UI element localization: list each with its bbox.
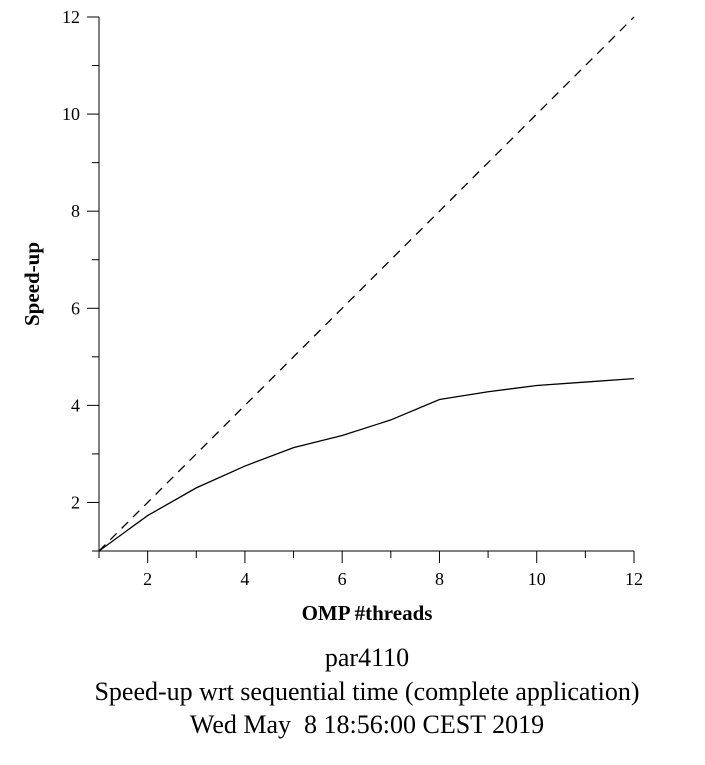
measured-speedup-line: [98, 378, 635, 552]
x-axis-ticks: 2 4 6 8 10 12: [98, 551, 643, 589]
x-tick-label: 12: [625, 569, 643, 589]
plot-area: [98, 16, 635, 552]
x-axis-title: OMP #threads: [302, 601, 433, 625]
x-tick-label: 8: [435, 569, 444, 589]
y-tick-label: 6: [71, 298, 80, 318]
y-tick-label: 4: [71, 395, 80, 415]
y-tick-label: 10: [62, 104, 80, 124]
caption-host: par4110: [325, 643, 409, 672]
y-tick-label: 2: [71, 492, 80, 512]
x-tick-label: 2: [143, 569, 152, 589]
caption-description: Speed-up wrt sequential time (complete a…: [94, 677, 639, 706]
ideal-speedup-line: [98, 16, 635, 552]
x-tick-label: 6: [338, 569, 347, 589]
y-tick-label: 8: [71, 201, 80, 221]
caption-timestamp: Wed May 8 18:56:00 CEST 2019: [190, 710, 544, 739]
y-axis-ticks: 2 4 6 8 10 12: [62, 7, 99, 552]
y-axis-title: Speed-up: [20, 242, 44, 326]
x-tick-label: 4: [240, 569, 249, 589]
y-tick-label: 12: [62, 7, 80, 27]
x-tick-label: 10: [528, 569, 546, 589]
